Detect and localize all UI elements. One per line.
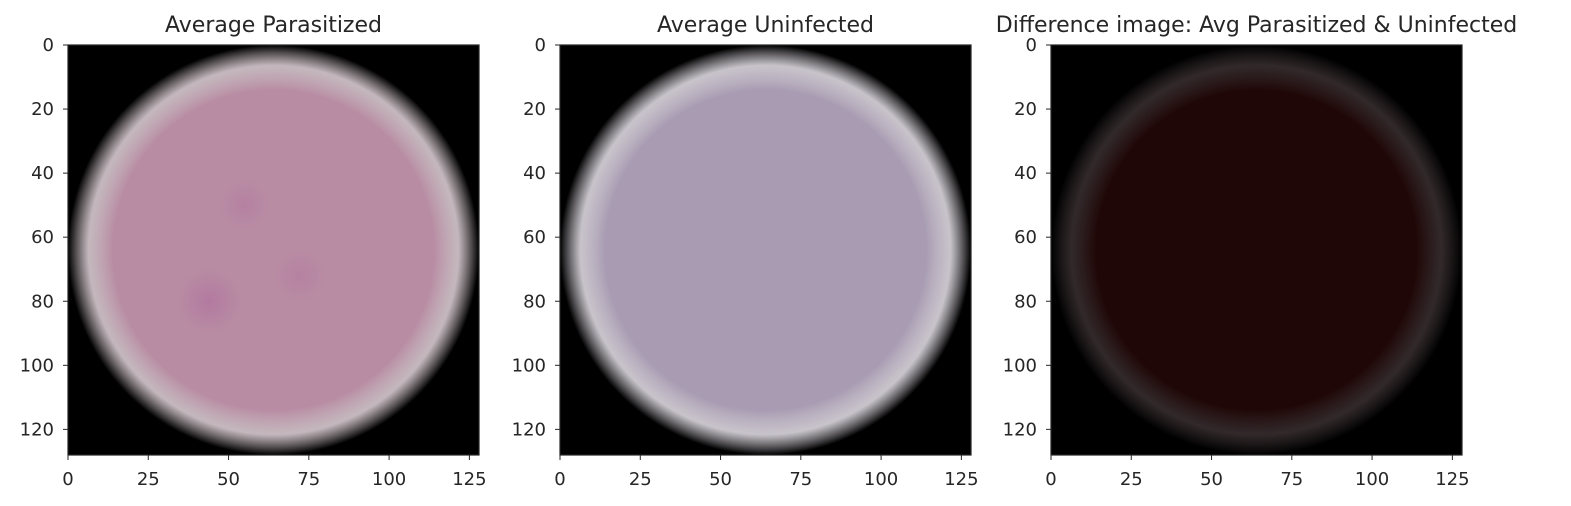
x-tick-label: 25 <box>137 469 160 490</box>
stain-spot <box>273 249 325 302</box>
panel-title: Average Parasitized <box>165 13 382 38</box>
y-tick-label: 120 <box>20 419 54 440</box>
cell-region <box>1051 45 1462 455</box>
y-tick-label: 60 <box>523 227 546 248</box>
y-tick-label: 80 <box>523 291 546 312</box>
y-tick-label: 100 <box>512 355 546 376</box>
y-tick-label: 20 <box>523 99 546 120</box>
stain-spot <box>177 269 242 334</box>
y-tick-label: 100 <box>20 355 54 376</box>
x-tick-label: 125 <box>944 469 978 490</box>
x-tick-label: 100 <box>1355 469 1389 490</box>
panel-difference: Difference image: Avg Parasitized & Unin… <box>996 13 1517 490</box>
difference-image <box>1051 45 1462 455</box>
y-tick-label: 120 <box>1003 419 1037 440</box>
x-tick-label: 125 <box>452 469 486 490</box>
y-tick-label: 20 <box>31 99 54 120</box>
y-tick-label: 100 <box>1003 355 1037 376</box>
ticks: 0 25 50 75 100 125 0 20 40 60 80 100 120 <box>20 35 487 490</box>
y-tick-label: 0 <box>535 35 546 56</box>
cell-region <box>560 45 971 455</box>
panel-uninfected: Average Uninfected 0 25 50 75 100 125 0 20 40 60 8… <box>512 13 979 490</box>
y-tick-label: 40 <box>31 163 54 184</box>
x-tick-label: 50 <box>217 469 240 490</box>
x-tick-label: 25 <box>629 469 652 490</box>
ticks: 0 25 50 75 100 125 0 20 40 60 80 100 120 <box>512 35 979 490</box>
panel-parasitized: Average Parasitized 0 25 50 75 100 125 0 20 40 60… <box>20 13 487 490</box>
x-tick-label: 0 <box>554 469 565 490</box>
x-tick-label: 75 <box>789 469 812 490</box>
axes-frame <box>1050 44 1463 456</box>
panel-title: Difference image: Avg Parasitized & Unin… <box>996 13 1517 38</box>
cell-region <box>68 45 479 455</box>
x-tick-label: 0 <box>62 469 73 490</box>
x-tick-label: 50 <box>709 469 732 490</box>
y-tick-label: 60 <box>1014 227 1037 248</box>
x-tick-label: 50 <box>1200 469 1223 490</box>
x-tick-label: 75 <box>1280 469 1303 490</box>
axes-frame <box>67 44 480 456</box>
y-tick-label: 80 <box>1014 291 1037 312</box>
average-image <box>560 45 971 455</box>
x-tick-label: 25 <box>1120 469 1143 490</box>
x-tick-label: 125 <box>1435 469 1469 490</box>
x-tick-label: 100 <box>372 469 406 490</box>
y-tick-label: 40 <box>523 163 546 184</box>
y-tick-label: 0 <box>1026 35 1037 56</box>
stain-spot <box>218 179 271 231</box>
ticks: 0 25 50 75 100 125 0 20 40 60 80 100 120 <box>1003 35 1470 490</box>
x-tick-label: 0 <box>1045 469 1056 490</box>
y-tick-label: 40 <box>1014 163 1037 184</box>
y-tick-label: 120 <box>512 419 546 440</box>
average-image <box>68 45 479 455</box>
y-tick-label: 60 <box>31 227 54 248</box>
axes-frame <box>559 44 972 456</box>
y-tick-label: 20 <box>1014 99 1037 120</box>
x-tick-label: 100 <box>864 469 898 490</box>
y-tick-label: 0 <box>43 35 54 56</box>
x-tick-label: 75 <box>297 469 320 490</box>
panel-title: Average Uninfected <box>657 13 874 38</box>
y-tick-label: 80 <box>31 291 54 312</box>
